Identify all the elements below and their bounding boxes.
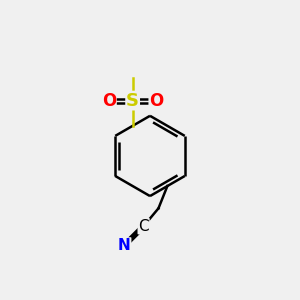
Text: S: S (126, 92, 139, 110)
Text: O: O (149, 92, 164, 110)
Text: C: C (138, 219, 149, 234)
Text: N: N (118, 238, 131, 253)
Text: O: O (102, 92, 116, 110)
